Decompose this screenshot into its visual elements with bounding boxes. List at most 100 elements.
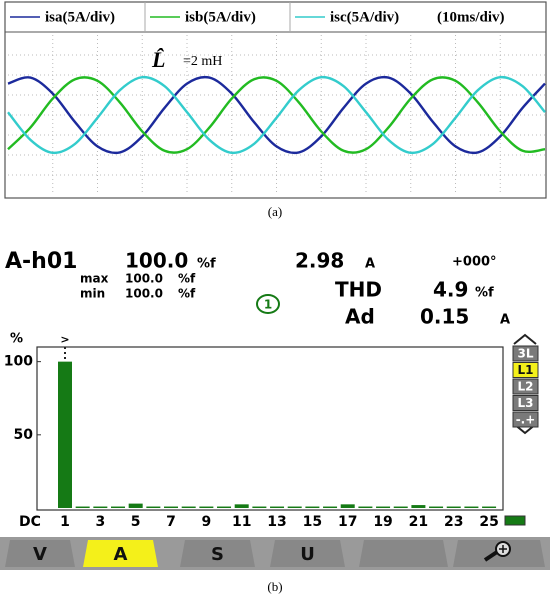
tab[interactable] (5, 540, 75, 567)
bar (270, 506, 285, 508)
bar (323, 506, 338, 508)
x-tick-label: 3 (95, 514, 105, 530)
side-buttons: 3L L1 L2 L3 -.+ (512, 345, 539, 428)
bar (411, 505, 426, 508)
y-axis-label: % (10, 332, 23, 347)
tab-label: V (33, 544, 47, 565)
ad: 0.15 (420, 305, 469, 329)
x-tick-label: 13 (267, 514, 286, 530)
side-button[interactable] (512, 395, 539, 411)
bar (252, 506, 267, 508)
tab[interactable] (270, 540, 345, 567)
thd: 4.9 (433, 278, 468, 302)
series-line (7, 75, 546, 155)
legend-label: isb(5A/div) (185, 9, 256, 25)
x-tick-label: 21 (409, 514, 428, 530)
caption: (a) (268, 204, 282, 219)
x-tick-label: 19 (373, 514, 392, 530)
bar (181, 506, 196, 508)
x-tick-label: 9 (201, 514, 211, 530)
series-line (7, 75, 546, 155)
x-tick-label: DC (19, 514, 41, 530)
bar (199, 506, 214, 508)
tab[interactable] (83, 540, 158, 567)
channel-ring (256, 294, 280, 314)
bar (128, 503, 143, 508)
legend-label: isc(5A/div) (330, 9, 399, 25)
bar (464, 506, 479, 508)
rms: 2.98 (295, 249, 344, 273)
zoom-icon (483, 541, 511, 562)
bar (305, 506, 320, 508)
plot-a (7, 75, 546, 155)
side-button-label: 3L (518, 347, 534, 361)
unit: %f (475, 286, 494, 301)
thd-label: THD (335, 278, 382, 302)
bar (111, 506, 126, 508)
bar (75, 506, 90, 508)
bar (164, 506, 179, 508)
min-label: min (80, 287, 105, 301)
bar (93, 506, 108, 508)
readouts: A-h01 100.0 %f 2.98 A +000° max 100.0 %f… (5, 249, 510, 329)
x-tick-label: 15 (303, 514, 322, 530)
side-button[interactable] (512, 378, 539, 395)
bar (429, 506, 444, 508)
x-tick-label: 25 (479, 514, 498, 530)
tab-label: S (211, 544, 224, 565)
tab[interactable] (359, 540, 448, 567)
bar (446, 506, 461, 508)
unit: %f (178, 272, 196, 286)
side-button-label: L2 (518, 380, 534, 394)
x-tick-label: 5 (131, 514, 141, 530)
bar (58, 361, 72, 508)
annotation-symbol: L̂ (151, 47, 165, 72)
x-tick-label: 7 (166, 514, 176, 530)
bar (234, 504, 249, 508)
unit: %f (178, 287, 196, 301)
phase: +000° (452, 255, 497, 270)
legend: isa(5A/div) isb(5A/div) isc(5A/div) (10, 9, 399, 25)
series-line (7, 76, 546, 154)
x-tick-label: 11 (232, 514, 251, 530)
annotation: =2 mH (183, 54, 222, 69)
bar (393, 506, 408, 508)
battery-icon (504, 515, 526, 526)
cursor-label: > (60, 333, 69, 346)
unit: %f (197, 257, 216, 272)
tab-label: A (114, 544, 128, 565)
side-button[interactable] (512, 345, 539, 362)
scope-frame (4, 1, 547, 199)
tab-label: U (300, 544, 315, 565)
x-tick-label: 1 (60, 514, 70, 530)
max-label: max (80, 272, 109, 286)
bar (482, 506, 497, 508)
tab[interactable] (180, 540, 255, 567)
legend-label: isa(5A/div) (45, 9, 115, 25)
side-button[interactable] (512, 362, 539, 378)
max-value: 100.0 (125, 272, 163, 286)
side-button-label: -.+ (516, 413, 536, 427)
bar (146, 506, 161, 508)
unit: A (500, 313, 510, 328)
plot-frame (36, 346, 504, 511)
x-tick-label: 17 (338, 514, 357, 530)
min-value: 100.0 (125, 287, 163, 301)
bar (217, 506, 232, 508)
y-tick-label: 50 (14, 427, 34, 443)
side-button-label: L1 (518, 363, 534, 377)
time-scale: (10ms/div) (437, 9, 505, 25)
value: 100.0 (125, 249, 188, 273)
harmonic: A-h01 (5, 249, 77, 274)
bar (340, 504, 355, 508)
bar (358, 506, 373, 508)
side-button[interactable] (512, 411, 539, 428)
up-arrow[interactable] (513, 333, 537, 345)
caption: (b) (267, 579, 282, 594)
y-tick-label: 100 (4, 354, 33, 370)
scope-grid (8, 35, 545, 195)
side-button-label: L3 (518, 396, 534, 410)
